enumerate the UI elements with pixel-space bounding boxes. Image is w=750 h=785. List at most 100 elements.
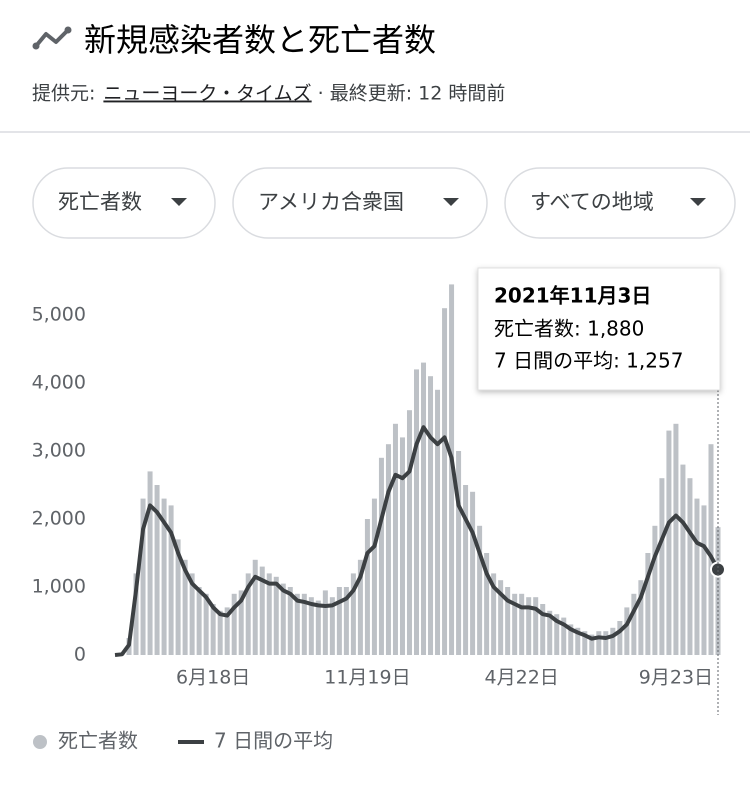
bar bbox=[421, 362, 427, 655]
bar bbox=[280, 583, 286, 655]
legend-label: 7 日間の平均 bbox=[214, 729, 333, 753]
bar bbox=[315, 600, 321, 655]
bar bbox=[610, 627, 616, 655]
chip-outline bbox=[32, 167, 216, 239]
bar bbox=[547, 610, 553, 655]
bar bbox=[414, 369, 419, 655]
bar bbox=[224, 607, 230, 655]
bar bbox=[575, 627, 581, 655]
bar bbox=[435, 389, 441, 655]
bar bbox=[133, 573, 139, 655]
bar bbox=[589, 634, 595, 655]
bar bbox=[329, 597, 335, 655]
bar bbox=[428, 376, 434, 655]
filter-chip[interactable]: すべての地域 bbox=[504, 167, 736, 239]
bar bbox=[603, 631, 609, 655]
source-link[interactable]: ニューヨーク・タイムズ bbox=[103, 83, 311, 105]
title: 新規感染者数と死亡者数 bbox=[84, 21, 436, 59]
filter-chip[interactable]: 死亡者数 bbox=[32, 167, 216, 239]
bar bbox=[259, 566, 265, 655]
bar bbox=[596, 631, 602, 655]
source-prefix: 提供元: bbox=[32, 83, 95, 105]
legend: 死亡者数 7 日間の平均 bbox=[33, 729, 333, 753]
bar bbox=[371, 498, 377, 655]
tooltip-line: 死亡者数: 1,880 bbox=[494, 317, 644, 341]
bar bbox=[624, 607, 630, 655]
bar bbox=[364, 519, 370, 655]
bar bbox=[456, 451, 462, 655]
x-tick-label: 4月22日 bbox=[485, 667, 559, 689]
bar bbox=[266, 573, 272, 655]
bar bbox=[680, 464, 686, 655]
bar bbox=[526, 597, 532, 655]
x-tick-label: 11月19日 bbox=[324, 667, 410, 689]
bar bbox=[568, 624, 574, 655]
bar bbox=[442, 308, 448, 655]
x-tick-label: 6月18日 bbox=[176, 667, 250, 689]
bar bbox=[392, 423, 398, 655]
bar bbox=[498, 580, 504, 655]
bar bbox=[168, 505, 174, 655]
bar bbox=[666, 430, 672, 655]
bar bbox=[645, 553, 651, 655]
bar bbox=[687, 478, 693, 655]
y-tick-label: 1,000 bbox=[32, 576, 86, 598]
bar bbox=[378, 457, 384, 655]
y-tick-label: 2,000 bbox=[32, 508, 86, 530]
title-icon bbox=[34, 28, 70, 48]
chip-outline bbox=[232, 167, 488, 239]
bar bbox=[217, 610, 223, 655]
bar bbox=[406, 410, 412, 655]
chip-arrow bbox=[443, 198, 459, 206]
bar bbox=[140, 498, 146, 655]
chip-arrow bbox=[690, 198, 706, 206]
bar bbox=[582, 631, 588, 655]
bar bbox=[477, 525, 483, 655]
average-line bbox=[114, 425, 720, 657]
chip-label: アメリカ合衆国 bbox=[258, 190, 404, 214]
bar bbox=[231, 593, 237, 655]
bar bbox=[470, 491, 476, 655]
bar bbox=[154, 485, 160, 655]
title-icon-dot bbox=[64, 26, 72, 34]
title-icon-dot bbox=[32, 42, 40, 50]
bar bbox=[350, 573, 356, 655]
bar bbox=[189, 573, 195, 655]
bar bbox=[463, 485, 469, 655]
bar bbox=[399, 437, 405, 655]
bar bbox=[554, 614, 560, 655]
filter-chip[interactable]: アメリカ合衆国 bbox=[232, 167, 488, 239]
bar bbox=[512, 593, 518, 655]
updated: · 最終更新: 12 時間前 bbox=[318, 83, 506, 105]
bar bbox=[652, 525, 658, 655]
bar bbox=[357, 559, 363, 655]
tooltip-box bbox=[477, 267, 721, 391]
bar bbox=[673, 423, 679, 655]
bar bbox=[196, 587, 202, 655]
bar bbox=[161, 498, 167, 655]
bar bbox=[659, 478, 665, 655]
bar bbox=[294, 593, 300, 655]
bar bbox=[203, 593, 209, 655]
y-tick-label: 4,000 bbox=[32, 372, 86, 394]
bar bbox=[273, 576, 279, 655]
legend-label: 死亡者数 bbox=[58, 729, 138, 753]
bar bbox=[182, 559, 188, 655]
tooltip-line: 7 日間の平均: 1,257 bbox=[494, 349, 683, 373]
bar bbox=[301, 593, 307, 655]
chip-label: 死亡者数 bbox=[58, 190, 142, 214]
bar bbox=[708, 444, 714, 655]
bar bbox=[491, 573, 497, 655]
tooltip: 2021年11月3日 死亡者数: 1,880 7 日間の平均: 1,257 bbox=[477, 267, 721, 391]
plot: 0 1,000 2,000 3,000 4,000 5,000 6月18日 11月19日 4月2… bbox=[32, 284, 726, 689]
bar bbox=[336, 587, 342, 655]
y-tick-label: 3,000 bbox=[32, 440, 86, 462]
bar bbox=[638, 580, 644, 655]
chip-arrow bbox=[171, 198, 187, 206]
bar bbox=[245, 573, 251, 655]
bar bbox=[322, 590, 328, 655]
tooltip-title: 2021年11月3日 bbox=[494, 284, 651, 308]
bar bbox=[147, 471, 153, 655]
legend-swatch bbox=[33, 735, 47, 749]
bar bbox=[540, 604, 546, 655]
